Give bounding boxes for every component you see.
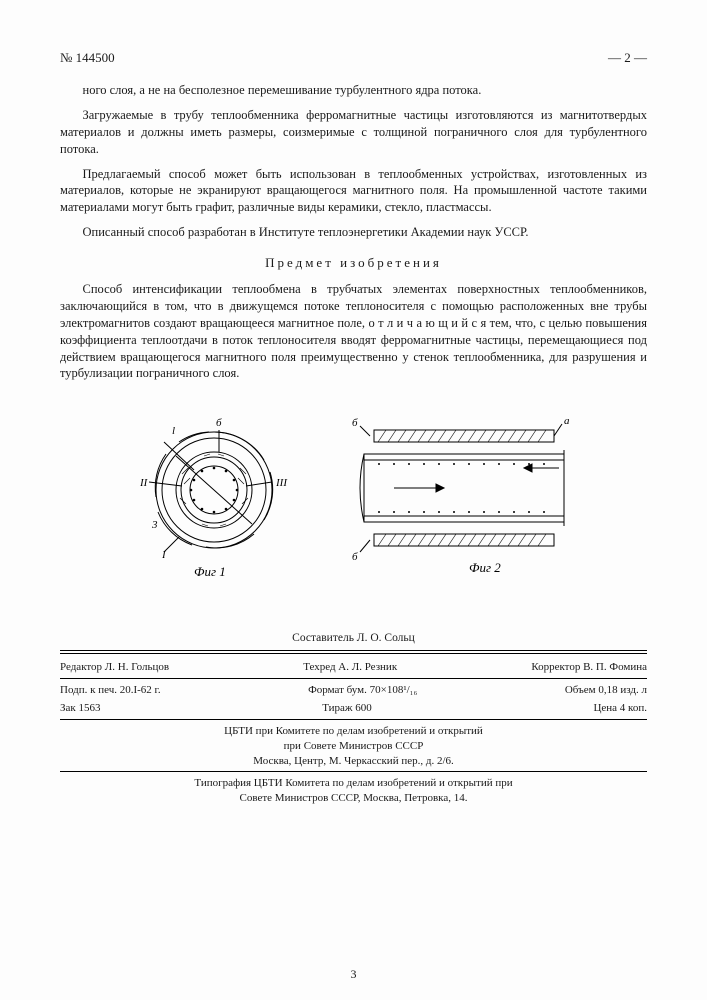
body-text: ного слоя, а не на бесполезное перемешив… — [60, 82, 647, 241]
typography-block: Типография ЦБТИ Комитета по делам изобре… — [60, 776, 647, 806]
fig2-label-a: а — [564, 415, 570, 427]
fig1-label-l: l — [172, 425, 175, 437]
printinfo-row-2: Зак 1563 Тираж 600 Цена 4 коп. — [60, 699, 647, 717]
fig1-label-I: I — [161, 549, 167, 561]
figure-2: а б б Фиг 2 — [324, 412, 584, 582]
document-page: № 144500 — 2 — ного слоя, а не на беспол… — [0, 0, 707, 1000]
rule — [60, 719, 647, 720]
fig1-label-II-left: II — [139, 477, 149, 489]
imprint-line: Москва, Центр, М. Черкасский пер., д. 2/… — [60, 754, 647, 769]
corrector: Корректор В. П. Фомина — [531, 661, 647, 673]
fig1-label-II-right: III — [275, 477, 288, 489]
techred: Техред А. Л. Резник — [303, 661, 397, 673]
imprint-line: ЦБТИ при Комитете по делам изобретений и… — [60, 724, 647, 739]
paragraph: Предлагаемый способ может быть использов… — [60, 166, 647, 217]
fig1-caption: Фиг 1 — [194, 564, 226, 579]
doc-number: № 144500 — [60, 50, 115, 66]
figures-row: l б II III I 3 Фиг 1 — [60, 412, 647, 582]
print-date: Подп. к печ. 20.I-62 г. — [60, 684, 161, 696]
fig1-label-3: 3 — [151, 519, 158, 531]
claims-heading: Предмет изобретения — [60, 255, 647, 271]
printinfo-row-1: Подп. к печ. 20.I-62 г. Формат бум. 70×1… — [60, 681, 647, 699]
editor: Редактор Л. Н. Гольцов — [60, 661, 169, 673]
page-mark: — 2 — — [608, 50, 647, 66]
fig2-label-d2: б — [352, 551, 358, 563]
fig1-label-d: б — [216, 417, 222, 429]
fig2-caption: Фиг 2 — [469, 560, 501, 575]
typography-line: Совете Министров СССР, Москва, Петровка,… — [60, 791, 647, 806]
print-format: Формат бум. 70×108¹/₁₆ — [308, 684, 417, 696]
fig2-label-d1: б — [352, 417, 358, 429]
paragraph: Описанный способ разработан в Институте … — [60, 224, 647, 241]
rule — [60, 771, 647, 772]
figure-1: l б II III I 3 Фиг 1 — [124, 412, 304, 582]
rule — [60, 678, 647, 679]
rule — [60, 650, 647, 654]
composer-line: Составитель Л. О. Сольц — [60, 632, 647, 644]
print-volume: Объем 0,18 изд. л — [565, 684, 647, 696]
price: Цена 4 коп. — [593, 702, 647, 714]
page-header: № 144500 — 2 — — [60, 50, 647, 66]
imprint-block: ЦБТИ при Комитете по делам изобретений и… — [60, 724, 647, 769]
claims-text: Способ интенсификации теплообмена в труб… — [60, 281, 647, 382]
paragraph: Загружаемые в трубу теплообменника ферро… — [60, 107, 647, 158]
page-number: 3 — [0, 967, 707, 982]
paragraph: ного слоя, а не на бесполезное перемешив… — [60, 82, 647, 99]
paragraph: Способ интенсификации теплообмена в труб… — [60, 281, 647, 382]
order-num: Зак 1563 — [60, 702, 101, 714]
credits-row: Редактор Л. Н. Гольцов Техред А. Л. Резн… — [60, 658, 647, 676]
tirage: Тираж 600 — [322, 702, 372, 714]
typography-line: Типография ЦБТИ Комитета по делам изобре… — [60, 776, 647, 791]
imprint-line: при Совете Министров СССР — [60, 739, 647, 754]
